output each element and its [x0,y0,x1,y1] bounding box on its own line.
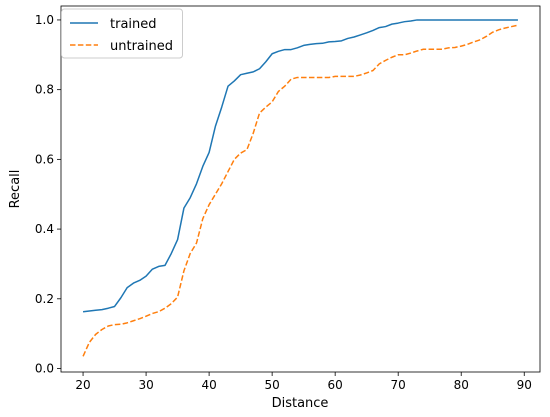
legend-box [61,8,183,59]
y-tick-label: 0.2 [35,292,54,306]
x-tick-label: 90 [517,378,532,392]
x-tick-label: 20 [75,378,90,392]
x-axis-label: Distance [272,396,329,411]
y-tick-label: 1.0 [35,13,54,27]
series-line-trained [82,19,518,313]
y-tick-label: 0.0 [35,362,54,376]
x-tick-label: 50 [264,378,279,392]
y-axis-ticks: 0.0 0.2 0.4 0.6 0.8 1.0 [35,13,61,376]
legend-label-untrained: untrained [110,39,173,54]
x-tick-label: 80 [454,378,469,392]
x-tick-label: 30 [138,378,153,392]
y-tick-label: 0.8 [35,83,54,97]
plot-area [60,5,541,373]
series-layer [82,19,519,357]
series-line-untrained [82,24,519,357]
x-axis-ticks: 20 30 40 50 60 70 80 90 [75,372,532,392]
x-tick-label: 70 [391,378,406,392]
y-axis-label: Recall [8,170,23,209]
x-tick-label: 60 [328,378,343,392]
legend: trained untrained [61,8,183,59]
y-tick-label: 0.6 [35,152,54,166]
legend-label-trained: trained [110,17,157,32]
y-tick-label: 0.4 [35,222,54,236]
x-tick-label: 40 [201,378,216,392]
